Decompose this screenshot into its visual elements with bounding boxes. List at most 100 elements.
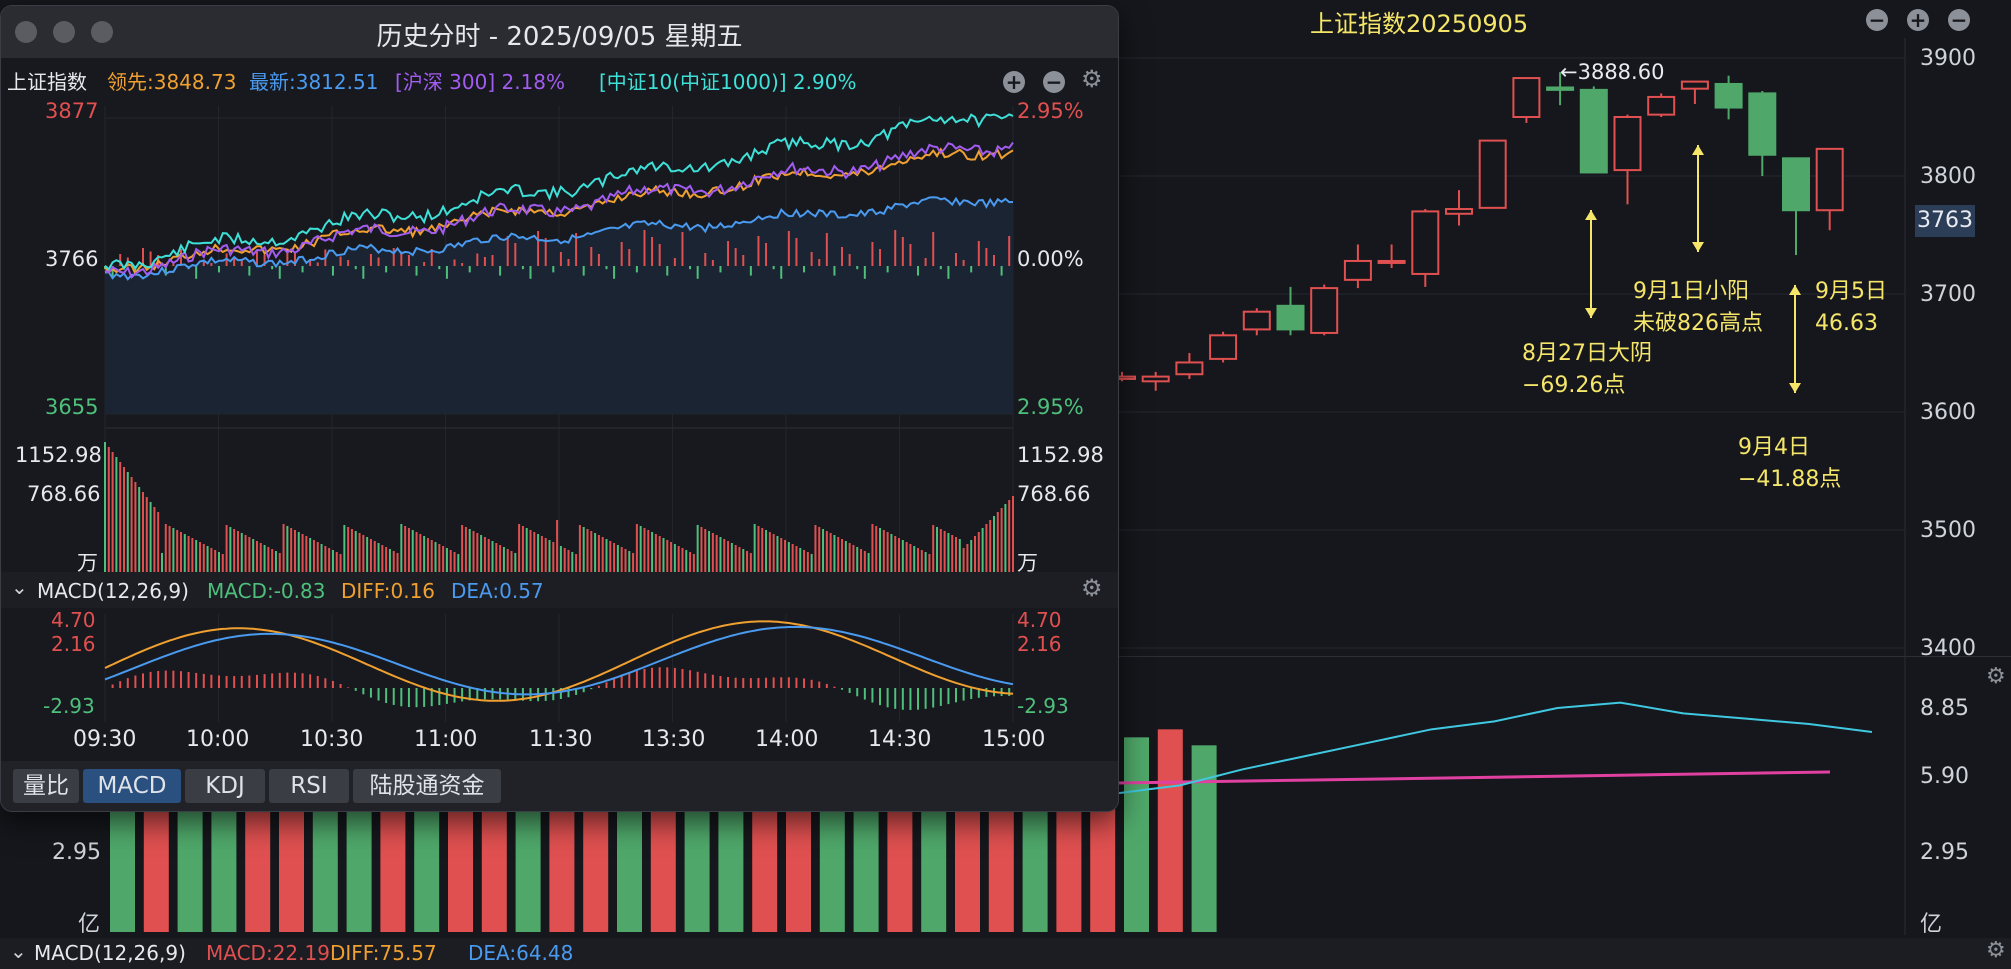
candle-body: [1579, 88, 1608, 174]
macd-tick-right: -2.93: [1017, 694, 1069, 718]
time-label: 11:30: [529, 727, 593, 752]
annotation-line: 9月1日小阳: [1633, 279, 1749, 304]
intraday-chart: [104, 106, 1014, 722]
annotation-line: −41.88点: [1738, 467, 1842, 492]
gear-icon[interactable]: ⚙: [1081, 65, 1103, 93]
arrow-head: [1692, 242, 1704, 252]
arrow-head: [1585, 210, 1597, 220]
minimize-button[interactable]: [53, 21, 75, 43]
vol-unit: 亿: [1920, 912, 1943, 937]
time-label: 14:30: [868, 727, 932, 752]
current-price-tag: 3763: [1915, 205, 1975, 237]
time-label: 13:30: [642, 727, 706, 752]
pct-axis-mid: 0.00%: [1017, 247, 1084, 271]
candle-body: [1478, 139, 1507, 209]
dea-value: DEA:0.57: [451, 579, 544, 603]
diff-value: DIFF:0.16: [341, 579, 436, 603]
window-title: 历史分时 - 2025/09/05 星期五: [376, 22, 743, 52]
pct-axis-bottom: 2.95%: [1017, 395, 1084, 419]
tab-kdj[interactable]: KDJ: [185, 769, 265, 803]
vol-tick-left: 2.95: [52, 840, 101, 865]
annotation-line: 46.63: [1815, 311, 1878, 336]
close-button[interactable]: [15, 21, 37, 43]
candle-body: [1343, 259, 1372, 281]
intraday-line: [104, 196, 1014, 281]
candle-body: [1647, 95, 1676, 116]
tab-macd[interactable]: MACD: [83, 769, 181, 803]
vol-axis-left-2: 768.66: [27, 482, 101, 506]
candle-body: [1546, 86, 1575, 91]
indicator-tabs: 量比 MACD KDJ RSI 陆股通资金: [1, 761, 1118, 811]
annotation-line: 9月4日: [1738, 435, 1810, 460]
plus-icon[interactable]: +: [1907, 9, 1929, 31]
y-tick: 3400: [1920, 636, 1976, 661]
vol-axis-right-1: 1152.98: [1017, 443, 1104, 467]
dea-value: DEA:64.48: [468, 941, 574, 965]
macd-tick-right: 2.16: [1017, 632, 1062, 656]
zoom-button[interactable]: [91, 21, 113, 43]
minus-icon[interactable]: −: [1866, 9, 1888, 31]
macd-indicator-label[interactable]: MACD(12,26,9): [37, 579, 189, 603]
y-tick: 3500: [1920, 518, 1976, 543]
index-name: 上证指数: [7, 70, 87, 94]
window-titlebar[interactable]: 历史分时 - 2025/09/05 星期五: [1, 6, 1118, 58]
history-intraday-window[interactable]: 历史分时 - 2025/09/05 星期五 上证指数 领先:3848.73 最新…: [0, 5, 1119, 812]
tab-volume-ratio[interactable]: 量比: [13, 769, 79, 803]
arrow-head: [1789, 383, 1801, 393]
vol-unit-left: 亿: [78, 912, 101, 937]
intraday-line: [104, 113, 1014, 271]
chevron-down-icon[interactable]: ⌄: [10, 939, 27, 963]
annotation-line: 未破826高点: [1633, 311, 1763, 336]
plus-icon[interactable]: +: [1003, 71, 1025, 93]
intraday-line: [104, 141, 1014, 280]
tab-hk-connect[interactable]: 陆股通资金: [353, 769, 501, 803]
candle-body: [1782, 157, 1810, 212]
arrow-head: [1585, 308, 1597, 318]
candle-body: [1613, 116, 1642, 172]
price-axis-bottom: 3655: [45, 395, 99, 419]
price-axis-mid: 3766: [45, 247, 99, 271]
annotation-line: 8月27日大阴: [1522, 341, 1652, 366]
hs300-compare[interactable]: [沪深 300] 2.18%: [395, 70, 566, 94]
gear-icon[interactable]: ⚙: [1986, 664, 2006, 689]
bottom-macd-bar: [0, 938, 2011, 969]
arrow-head: [1692, 145, 1704, 155]
annotation-aug27: 8月27日大阴 −69.26点: [1522, 338, 1652, 402]
vol-unit-right: 万: [1017, 551, 1038, 575]
time-label: 11:00: [414, 727, 478, 752]
arrow-head: [1789, 285, 1801, 295]
annotation-sep5: 9月5日 46.63: [1815, 276, 1887, 340]
macd-value: MACD:22.19: [206, 941, 330, 965]
vol-tick: 2.95: [1920, 840, 1969, 865]
macd-tick-right: 4.70: [1017, 608, 1062, 632]
gear-icon[interactable]: ⚙: [1986, 938, 2006, 963]
diff-value: DIFF:75.57: [330, 941, 437, 965]
gear-icon[interactable]: ⚙: [1081, 574, 1103, 602]
macd-indicator-label[interactable]: MACD(12,26,9): [34, 941, 186, 965]
candle-body: [1680, 80, 1709, 90]
vol-tick: 5.90: [1920, 764, 1969, 789]
candle-body: [1714, 82, 1743, 109]
price-axis-top: 3877: [45, 99, 99, 123]
y-tick: 3600: [1920, 400, 1976, 425]
minus-icon[interactable]: −: [1948, 9, 1970, 31]
candle-body: [1310, 287, 1339, 334]
vol-tick: 8.85: [1920, 696, 1969, 721]
tab-rsi[interactable]: RSI: [269, 769, 349, 803]
macd-value: MACD:-0.83: [207, 579, 326, 603]
main-chart-title: 上证指数20250905: [1310, 10, 1529, 38]
vol-axis-left-1: 1152.98: [15, 443, 102, 467]
annotation-sep1: 9月1日小阳 未破826高点: [1633, 276, 1763, 340]
chevron-down-icon[interactable]: ⌄: [11, 575, 28, 599]
volume-ma-cyan: [1116, 701, 1873, 795]
minus-icon[interactable]: −: [1043, 71, 1065, 93]
time-label: 14:00: [755, 727, 819, 752]
candle-body: [1512, 77, 1541, 118]
zz1000-compare[interactable]: [中证10(中证1000)] 2.90%: [599, 70, 857, 94]
time-label: 15:00: [982, 727, 1046, 752]
candle-body: [1242, 310, 1271, 331]
candle-body: [1377, 259, 1406, 264]
candle-body: [1276, 304, 1305, 331]
intraday-line: [104, 147, 1014, 276]
vol-unit-left: 万: [77, 551, 98, 575]
